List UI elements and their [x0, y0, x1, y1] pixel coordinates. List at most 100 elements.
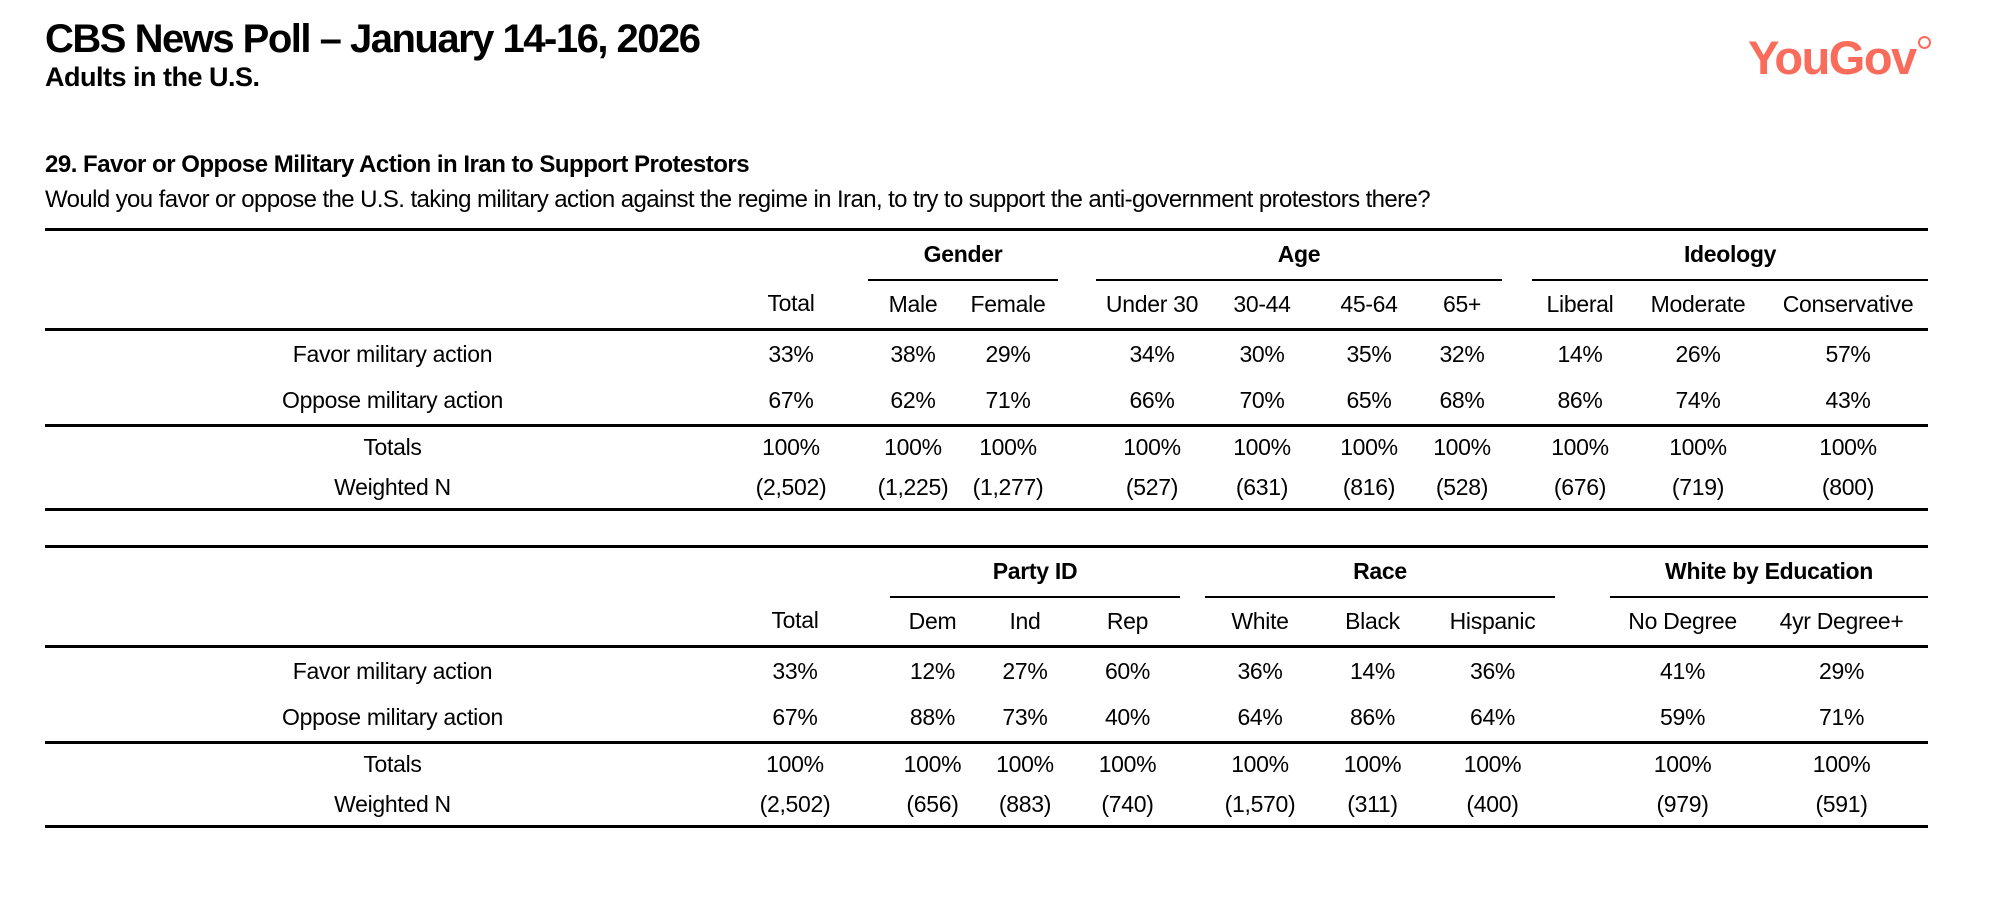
stat-cell: 100% [1315, 741, 1431, 785]
crosstab-table-gender-age-ideology: Gender Age Ideology Total Male Female Un… [45, 228, 1929, 511]
stat-cell: 33% [768, 340, 814, 367]
row-label: Totals [45, 741, 740, 785]
stat-cell: 59% [1659, 704, 1706, 731]
column-header: 30-44 [1208, 279, 1317, 331]
stat-cell: 86% [1349, 704, 1396, 731]
group-header-party-id: Party ID [890, 546, 1181, 598]
stat-cell: 100% [1075, 741, 1181, 785]
stat-cell: 100% [1610, 741, 1756, 785]
table-row-weighted-n: Weighted N (2,502) (656) (883) (740) (1,… [45, 784, 1929, 828]
column-header: Hispanic [1430, 596, 1556, 648]
stat-cell: 40% [1104, 704, 1151, 731]
stat-cell: (676) [1532, 467, 1629, 511]
poll-title: CBS News Poll – January 14-16, 2026 [45, 17, 701, 61]
stat-cell: 36% [1237, 657, 1283, 684]
table-row-totals: Totals 100% 100% 100% 100% 100% 100% 100… [45, 424, 1929, 468]
stat-cell: 100% [958, 424, 1059, 468]
stat-cell: (2,502) [740, 784, 850, 828]
stat-cell: 100% [1316, 424, 1423, 468]
group-header-white-by-education: White by Education [1610, 546, 1929, 598]
stat-cell: 88% [909, 704, 956, 731]
stat-cell: 30% [1239, 340, 1285, 367]
stat-cell: 100% [740, 424, 842, 468]
stat-cell: (591) [1755, 784, 1929, 828]
row-label: Oppose military action [282, 387, 503, 414]
stat-cell: 26% [1675, 340, 1721, 367]
stat-cell: 100% [1628, 424, 1769, 468]
yougov-logo: YouGov [1748, 30, 1931, 85]
stat-cell: 100% [740, 741, 850, 785]
stat-cell: 100% [1422, 424, 1503, 468]
stat-cell: 14% [1557, 340, 1603, 367]
stat-cell: 100% [868, 424, 958, 468]
stat-cell: 100% [1205, 741, 1316, 785]
registered-trademark-icon [1917, 36, 1931, 49]
stat-cell: 38% [890, 340, 936, 367]
stat-cell: 43% [1825, 387, 1871, 414]
yougov-logo-text: YouGov [1748, 31, 1917, 84]
column-header: White [1205, 596, 1316, 648]
stat-cell: 41% [1659, 657, 1706, 684]
column-header: Ind [975, 596, 1075, 648]
stat-cell: (979) [1610, 784, 1756, 828]
row-label: Totals [45, 424, 740, 468]
table-row-oppose: Oppose military action 67% 62% 71% 66% 7… [45, 378, 1928, 426]
stat-cell: 100% [1755, 741, 1929, 785]
report-header: CBS News Poll – January 14-16, 2026 Adul… [45, 17, 701, 93]
stat-cell: 60% [1104, 657, 1151, 684]
stat-cell: 12% [909, 657, 956, 684]
column-header-row: Total Male Female Under 30 30-44 45-64 6… [45, 279, 1929, 331]
stat-cell: (1,225) [868, 467, 958, 511]
stat-cell: (719) [1628, 467, 1769, 511]
column-header: 45-64 [1316, 279, 1423, 331]
stat-cell: 36% [1469, 657, 1516, 684]
column-header: Total [740, 596, 850, 648]
stat-cell: (2,502) [740, 467, 842, 511]
stat-cell: 100% [1208, 424, 1317, 468]
group-header-age: Age [1096, 229, 1503, 281]
question-text: Would you favor or oppose the U.S. takin… [45, 186, 1431, 213]
table-row-totals: Totals 100% 100% 100% 100% 100% 100% 100… [45, 741, 1929, 785]
stat-cell: 100% [1532, 424, 1629, 468]
stat-cell: (528) [1422, 467, 1503, 511]
group-header-row: Party ID Race White by Education [45, 546, 1929, 598]
stat-cell: (311) [1315, 784, 1431, 828]
crosstab-table-party-race-education: Party ID Race White by Education Total D… [45, 545, 1929, 828]
stat-cell: 27% [1002, 657, 1048, 684]
poll-subtitle: Adults in the U.S. [45, 62, 260, 93]
column-header: 65+ [1422, 279, 1503, 331]
column-header: 4yr Degree+ [1755, 596, 1929, 648]
stat-cell: 34% [1129, 340, 1175, 367]
stat-cell: 100% [975, 741, 1075, 785]
stat-cell: 73% [1002, 704, 1048, 731]
column-header: Under 30 [1096, 279, 1209, 331]
stat-cell: 65% [1346, 387, 1392, 414]
stat-cell: 67% [772, 704, 818, 731]
table-row-favor: Favor military action 33% 12% 27% 60% 36… [45, 647, 1928, 695]
stat-cell: 86% [1557, 387, 1603, 414]
stat-cell: (400) [1430, 784, 1556, 828]
stat-cell: (1,570) [1205, 784, 1316, 828]
question-heading: 29. Favor or Oppose Military Action in I… [45, 151, 750, 178]
stat-cell: 29% [1818, 657, 1865, 684]
stat-cell: (816) [1316, 467, 1423, 511]
group-header-row: Gender Age Ideology [45, 229, 1929, 281]
row-label: Oppose military action [282, 704, 503, 731]
stat-cell: 66% [1129, 387, 1175, 414]
stat-cell: 57% [1825, 340, 1871, 367]
group-header-race: Race [1205, 546, 1556, 598]
table-row-weighted-n: Weighted N (2,502) (1,225) (1,277) (527)… [45, 467, 1929, 511]
column-header: Female [958, 279, 1059, 331]
stat-cell: 71% [1818, 704, 1865, 731]
table-row-oppose: Oppose military action 67% 88% 73% 40% 6… [45, 695, 1928, 743]
column-header-row: Total Dem Ind Rep White Black Hispanic N… [45, 596, 1929, 648]
column-header: Rep [1075, 596, 1181, 648]
stat-cell: 64% [1237, 704, 1283, 731]
column-header: No Degree [1610, 596, 1756, 648]
stat-cell: 62% [890, 387, 936, 414]
row-label: Weighted N [45, 784, 740, 828]
stat-cell: 33% [772, 657, 818, 684]
stat-cell: (656) [890, 784, 975, 828]
stat-cell: 100% [1430, 741, 1556, 785]
stat-cell: 100% [890, 741, 975, 785]
